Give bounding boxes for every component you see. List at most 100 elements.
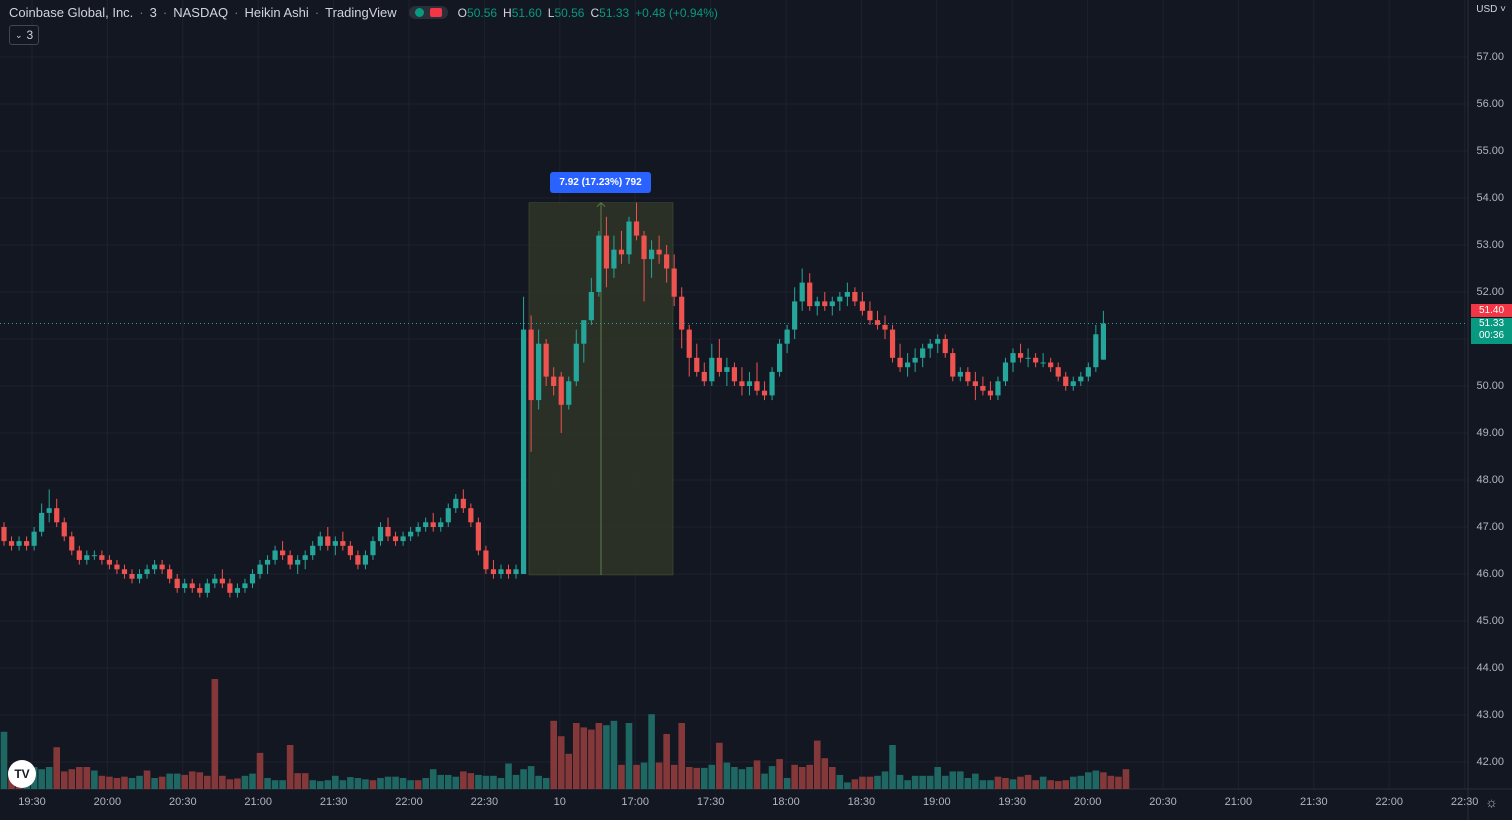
gear-icon[interactable]: ☼ [1485,794,1498,810]
volume-bar [829,767,836,789]
symbol-name[interactable]: Coinbase Global, Inc. [9,5,134,20]
candle-body [965,371,971,382]
candle-body [837,296,843,302]
price-tick-label: 57.00 [1476,51,1504,63]
close-label: C [590,5,600,20]
volume-bar [874,775,881,789]
candle-body [664,254,670,269]
candle-body [686,329,692,358]
interval-label[interactable]: 3 [149,5,157,20]
volume-bar [941,775,949,789]
market-status-pill[interactable] [408,6,448,19]
volume-bar [1039,776,1047,789]
volume-bar [798,767,806,789]
volume-bar [776,759,783,789]
source-label: TradingView [325,5,397,20]
price-tick-label: 56.00 [1476,98,1504,110]
time-tick-label: 21:00 [244,796,272,808]
volume-bar [1054,781,1062,789]
measure-tool-arrow [596,201,606,208]
volume-bar [181,774,189,789]
time-tick-label: 21:00 [1224,796,1253,808]
volume-bar [452,776,460,789]
volume-bar [128,778,136,789]
candle-body [784,329,790,344]
legend-separator: · [139,5,144,20]
volume-bar [1092,770,1100,789]
currency-selector[interactable]: USD ˅ [1476,4,1506,15]
volume-bar [685,767,693,789]
volume-bar [158,776,166,789]
candle-body [641,235,647,260]
volume-bar [482,775,490,789]
candle-body [468,508,474,523]
volume-bar [226,779,234,789]
tradingview-logo-icon[interactable]: TV [8,760,36,788]
time-tick-label: 19:00 [923,796,951,808]
candle-body [362,555,369,565]
candle-body [633,221,640,236]
volume-bar [0,731,8,789]
volume-bar [475,774,482,789]
price-tick-label: 54.00 [1476,192,1504,204]
candle-body [377,527,384,542]
volume-bar [414,780,422,789]
volume-bar [68,769,76,789]
price-tick-label: 48.00 [1476,474,1504,486]
volume-bar [256,752,264,789]
candle-body [8,541,15,546]
volume-bar [987,780,994,789]
candle-body [347,545,353,556]
chart-style-label: Heikin Ashi [244,5,309,20]
volume-bar [678,723,685,789]
volume-bar [580,727,588,789]
measure-tool-label[interactable]: 7.92 (17.23%) 792 [550,172,651,193]
volume-bar [188,771,196,789]
volume-bar [83,767,91,789]
volume-bar [618,764,625,789]
candle-body [174,578,180,589]
chart-legend: Coinbase Global, Inc. · 3 · NASDAQ · Hei… [9,5,718,20]
price-tick-label: 47.00 [1476,521,1504,533]
chevron-down-icon: ⌄ [15,29,23,40]
time-tick-label: 20:00 [93,796,122,808]
candle-body [957,371,963,377]
candle-body [912,357,918,363]
volume-bar [693,767,701,789]
candle-body [144,569,150,574]
candle-body [1048,362,1054,368]
candle-body [905,362,911,368]
volume-bar [896,774,904,789]
measure-tool-text: 7.92 (17.23%) 792 [559,177,642,188]
volume-bar [1085,772,1092,789]
candle-body [874,320,881,325]
volume-bar [572,723,580,789]
candle-body [438,522,444,527]
candle-body [460,498,466,509]
candle-body [121,569,128,574]
studies-toggle-button[interactable]: ⌄ 3 [9,25,40,45]
price-tick-label: 53.00 [1476,239,1504,251]
high-number: 51.60 [511,5,542,20]
candle-body [761,390,768,396]
candle-body [596,235,602,292]
candle-body [16,541,22,546]
last-price-tag: 51.33 00:36 [1471,318,1512,344]
candle-body [197,588,203,593]
candle-body [453,498,459,509]
volume-bar [339,780,347,789]
volume-bar [783,778,791,789]
candle-body [822,301,828,307]
candle-body [679,296,685,330]
volume-bar [851,779,859,789]
volume-bar [866,776,874,789]
candle-body [897,357,903,368]
exchange-label: NASDAQ [173,5,229,20]
time-tick-label: 22:00 [395,796,423,808]
volume-bar [38,769,45,789]
volume-bar [889,745,896,789]
candle-body [483,550,489,570]
low-label: L [547,5,555,20]
